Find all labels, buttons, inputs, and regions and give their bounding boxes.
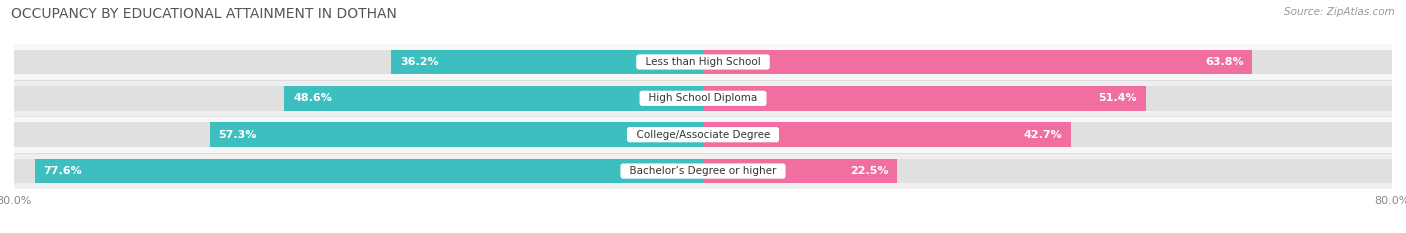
Bar (703, 50, 1253, 74)
Bar (284, 86, 703, 111)
Bar (35, 159, 703, 183)
Text: 22.5%: 22.5% (849, 166, 889, 176)
Bar (391, 50, 703, 74)
Text: 57.3%: 57.3% (218, 130, 256, 140)
Bar (14, 153, 1392, 189)
Text: Source: ZipAtlas.com: Source: ZipAtlas.com (1284, 7, 1395, 17)
Bar (14, 80, 1392, 116)
Text: 42.7%: 42.7% (1024, 130, 1062, 140)
Text: Bachelor’s Degree or higher: Bachelor’s Degree or higher (623, 166, 783, 176)
Text: OCCUPANCY BY EDUCATIONAL ATTAINMENT IN DOTHAN: OCCUPANCY BY EDUCATIONAL ATTAINMENT IN D… (11, 7, 396, 21)
Text: 77.6%: 77.6% (44, 166, 82, 176)
Bar (703, 122, 1071, 147)
Bar (14, 50, 1392, 74)
Text: 51.4%: 51.4% (1098, 93, 1137, 103)
Bar (14, 122, 1392, 147)
Bar (703, 159, 897, 183)
Bar (14, 44, 1392, 80)
Bar (703, 86, 1146, 111)
Bar (14, 86, 1392, 111)
Text: 63.8%: 63.8% (1205, 57, 1244, 67)
Text: High School Diploma: High School Diploma (643, 93, 763, 103)
Text: Less than High School: Less than High School (638, 57, 768, 67)
Bar (14, 116, 1392, 153)
Bar (209, 122, 703, 147)
Text: 36.2%: 36.2% (399, 57, 439, 67)
Text: 48.6%: 48.6% (292, 93, 332, 103)
Bar (14, 159, 1392, 183)
Text: College/Associate Degree: College/Associate Degree (630, 130, 776, 140)
